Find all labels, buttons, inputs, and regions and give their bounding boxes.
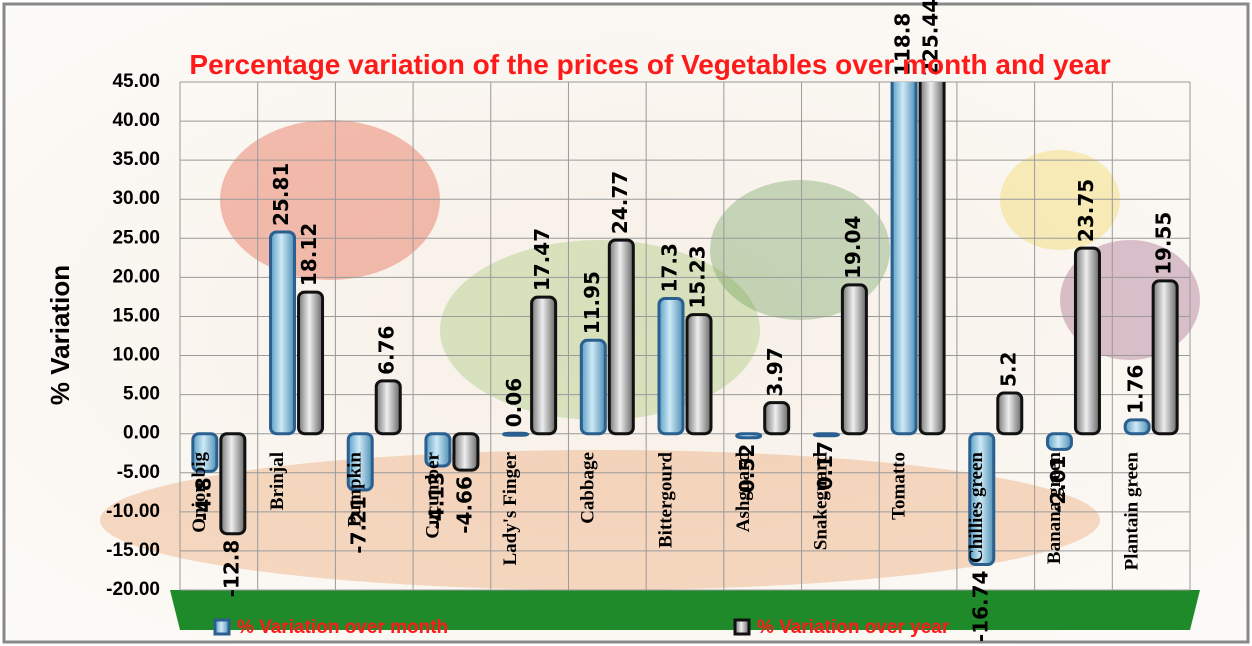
bar bbox=[840, 283, 868, 436]
bar bbox=[996, 391, 1024, 436]
value-label: -0.17 bbox=[813, 441, 837, 499]
value-label: 25.81 bbox=[269, 163, 293, 226]
bar bbox=[530, 295, 558, 436]
value-label: 17.3 bbox=[658, 243, 682, 292]
value-label: 19.04 bbox=[841, 216, 865, 279]
x-tick-label: Brinjal bbox=[267, 452, 288, 510]
bar bbox=[579, 338, 607, 436]
value-label: -12.8 bbox=[219, 540, 243, 598]
value-label: 0.06 bbox=[502, 378, 526, 427]
y-tick-label: -5.00 bbox=[117, 462, 160, 483]
y-tick-label: -15.00 bbox=[106, 540, 160, 561]
bar bbox=[219, 432, 247, 536]
bar bbox=[968, 432, 996, 567]
value-label: -4.13 bbox=[424, 472, 448, 530]
bar bbox=[424, 432, 452, 468]
y-tick-label: 20.00 bbox=[112, 266, 160, 287]
y-tick-label: 40.00 bbox=[112, 110, 160, 131]
value-label: -2.01 bbox=[1046, 455, 1070, 513]
y-tick-label: -20.00 bbox=[106, 579, 160, 600]
y-tick-label: 15.00 bbox=[112, 305, 160, 326]
y-tick-label: 35.00 bbox=[112, 149, 160, 170]
background-art bbox=[100, 450, 1100, 590]
y-tick-label: 45.00 bbox=[112, 71, 160, 92]
value-label: 11.95 bbox=[580, 271, 604, 334]
bar bbox=[346, 432, 374, 492]
background-art bbox=[220, 120, 440, 280]
background-art bbox=[1000, 150, 1120, 250]
value-label: 23.75 bbox=[1074, 179, 1098, 242]
bar bbox=[269, 230, 297, 436]
y-tick-label: 30.00 bbox=[112, 188, 160, 209]
value-label: 5.2 bbox=[996, 352, 1020, 387]
value-label: -16.74 bbox=[968, 571, 992, 643]
value-label: 24.77 bbox=[608, 171, 632, 234]
bar bbox=[812, 432, 840, 438]
y-tick-label: -10.00 bbox=[106, 501, 160, 522]
x-tick-label: Ashguard bbox=[733, 452, 754, 533]
x-tick-label: Pumpkin bbox=[345, 452, 366, 527]
bar bbox=[607, 238, 635, 436]
bar bbox=[918, 82, 946, 436]
legend-label: % Variation over year bbox=[757, 617, 950, 638]
value-label: 1.76 bbox=[1124, 365, 1148, 414]
y-tick-label: 10.00 bbox=[112, 345, 160, 366]
chart-title: Percentage variation of the prices of Ve… bbox=[189, 49, 1111, 80]
x-tick-label: Snakeguard bbox=[811, 452, 832, 551]
bar bbox=[763, 401, 791, 436]
y-tick-label: 25.00 bbox=[112, 227, 160, 248]
x-tick-label: Plantain green bbox=[1122, 452, 1143, 571]
value-label: 225.44 bbox=[919, 0, 943, 76]
value-label: 3.97 bbox=[763, 347, 787, 396]
bar bbox=[685, 313, 713, 436]
x-tick-label: Cucumber bbox=[422, 451, 443, 538]
bars bbox=[191, 82, 1179, 567]
floor bbox=[170, 590, 1200, 630]
bar bbox=[1151, 279, 1179, 436]
value-label: 15.23 bbox=[686, 245, 710, 308]
value-label: 19.55 bbox=[1152, 212, 1176, 275]
x-tick-label: Onion big bbox=[189, 452, 210, 533]
bar bbox=[735, 432, 763, 440]
value-label: -0.52 bbox=[735, 444, 759, 502]
bar bbox=[452, 432, 480, 472]
bar bbox=[657, 296, 685, 436]
legend-swatch bbox=[733, 618, 751, 636]
bar bbox=[191, 432, 219, 473]
value-label: 6.76 bbox=[375, 326, 399, 375]
y-tick-label: 0.00 bbox=[123, 423, 160, 444]
x-tick-label: Bittergourd bbox=[655, 452, 676, 548]
x-tick-label: Banana green bbox=[1044, 452, 1065, 565]
value-label: -4.8 bbox=[191, 477, 215, 521]
bar bbox=[1123, 418, 1151, 436]
value-label: 118.8 bbox=[891, 13, 915, 76]
legend-swatch bbox=[213, 618, 231, 636]
x-tick-label: Lady's Finger bbox=[500, 451, 521, 565]
y-axis-title: % Variation bbox=[45, 265, 75, 405]
value-label: 17.47 bbox=[530, 228, 554, 291]
bar bbox=[1045, 432, 1073, 451]
y-tick-label: 5.00 bbox=[123, 384, 160, 405]
bar bbox=[374, 379, 402, 436]
x-tick-label: Chillies green bbox=[966, 452, 987, 563]
value-label: -4.66 bbox=[452, 476, 476, 534]
bar bbox=[297, 290, 325, 436]
value-label: 18.12 bbox=[297, 223, 321, 286]
legend-label: % Variation over month bbox=[237, 617, 448, 638]
value-label: -7.21 bbox=[347, 496, 371, 554]
bar bbox=[890, 82, 918, 436]
x-tick-label: Tomatto bbox=[888, 452, 909, 520]
x-tick-label: Cabbage bbox=[578, 452, 599, 524]
bar bbox=[1073, 246, 1101, 436]
bar bbox=[502, 431, 530, 437]
